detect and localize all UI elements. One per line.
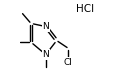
Text: Cl: Cl: [64, 58, 73, 67]
Text: N: N: [42, 22, 49, 31]
Text: N: N: [42, 50, 49, 59]
Text: HCl: HCl: [76, 4, 94, 14]
